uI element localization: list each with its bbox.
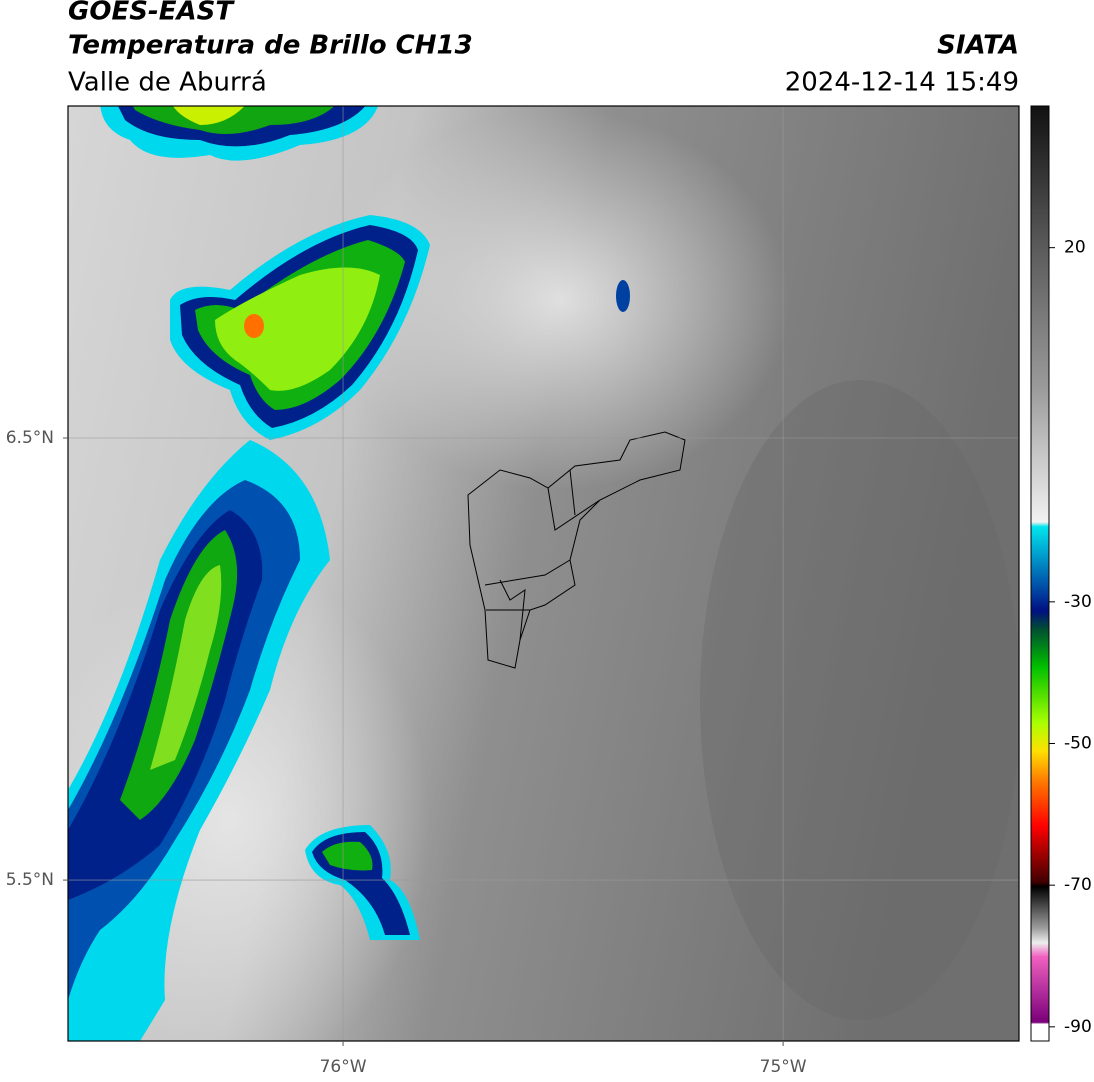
cloud	[173, 106, 245, 125]
subtitle: Temperatura de Brillo CH13	[68, 31, 473, 61]
region: Valle de Aburrá	[68, 68, 267, 98]
colorbar-tick-label: -70	[1064, 875, 1092, 895]
y-tick-label: 5.5°N	[6, 870, 54, 890]
dark-area	[700, 380, 1019, 1020]
title: GOES-EAST	[68, 0, 235, 27]
cloud-core	[244, 314, 264, 338]
datetime: 2024-12-14 15:49	[785, 68, 1019, 98]
colorbar-tick-label: 20	[1064, 238, 1086, 258]
grid	[68, 106, 1019, 1041]
y-tick-label: 6.5°N	[6, 428, 54, 448]
cloud	[215, 267, 380, 391]
x-tick-label: 76°W	[320, 1057, 367, 1077]
map-frame	[67, 105, 1020, 1042]
colorbar-tick-label: -30	[1064, 592, 1092, 612]
cloud	[322, 841, 373, 871]
colorbar-tick-label: -90	[1064, 1017, 1092, 1037]
source: SIATA	[937, 31, 1019, 61]
colorbar	[1030, 105, 1050, 1042]
colorbar-tick-label: -50	[1064, 734, 1092, 754]
bright-area	[330, 110, 790, 490]
cloud	[616, 280, 630, 312]
imagery	[68, 106, 1019, 1041]
municipality-outline	[484, 469, 601, 641]
cloud	[150, 565, 222, 770]
x-tick-label: 75°W	[760, 1057, 807, 1077]
